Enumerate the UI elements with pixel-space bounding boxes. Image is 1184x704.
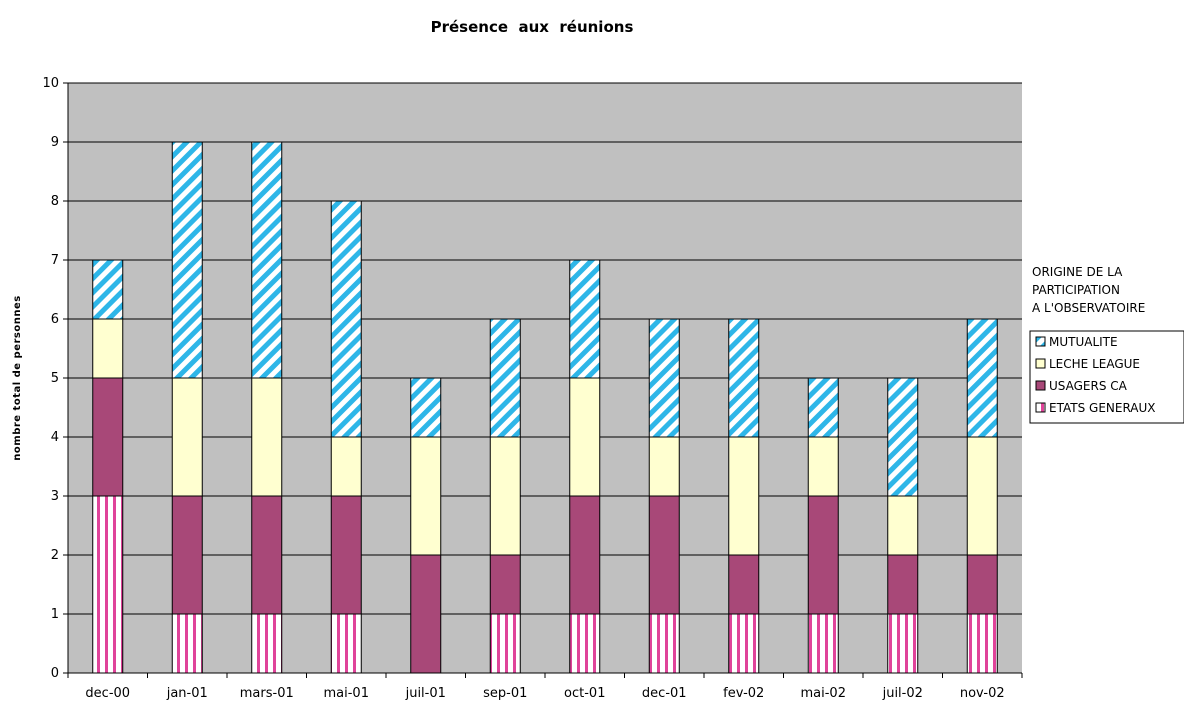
bar-segment-mutualite (569, 259, 601, 379)
bar-segment-mutualite (92, 259, 124, 320)
bar-segment-mutualite (887, 377, 919, 497)
y-tick-label: 0 (51, 666, 59, 681)
bar-segment-leche-league (489, 436, 521, 556)
bar-segment-mutualite (410, 377, 442, 438)
x-tick-label: mai-01 (324, 686, 369, 701)
y-axis: 0 1 2 3 4 5 6 7 8 9 10 (42, 76, 69, 681)
bar-segment-etats-generaux (489, 613, 521, 674)
bar-segment-etats-generaux (92, 495, 124, 674)
bar-segment-leche-league (807, 436, 839, 497)
y-tick-label: 10 (42, 76, 59, 91)
legend-title: ORIGINE DE LA PARTICIPATION A L'OBSERVATOI… (1032, 265, 1145, 315)
bar-segment-etats-generaux (966, 613, 998, 674)
legend-swatch (1035, 402, 1046, 413)
legend-swatch (1035, 336, 1046, 347)
bar-segment-usagers-ca (489, 554, 521, 615)
x-tick-label: dec-01 (642, 686, 687, 701)
y-tick-label: 6 (51, 312, 59, 327)
x-tick-label: jan-01 (166, 686, 208, 701)
x-tick-label: juil-02 (882, 686, 923, 701)
legend-swatch (1035, 380, 1046, 391)
x-tick-label: mai-02 (801, 686, 846, 701)
x-tick-label: dec-00 (85, 686, 130, 701)
bar-segment-mutualite (330, 200, 362, 438)
bar-segment-mutualite (171, 141, 203, 379)
bar-segment-usagers-ca (807, 495, 839, 615)
y-tick-label: 4 (51, 430, 59, 445)
bar-segment-etats-generaux (569, 613, 601, 674)
legend-label: MUTUALITE (1049, 335, 1118, 349)
chart-title: Présence aux réunions (431, 18, 634, 36)
bar-segment-etats-generaux (648, 613, 680, 674)
bar-segment-mutualite (966, 318, 998, 438)
y-tick-label: 1 (51, 607, 59, 622)
bar-segment-mutualite (807, 377, 839, 438)
y-axis-label: nombre total de personnes (12, 295, 23, 460)
x-tick-label: oct-01 (564, 686, 605, 701)
bar-segment-usagers-ca (410, 554, 442, 674)
x-tick-label: fev-02 (723, 686, 764, 701)
bar-segment-etats-generaux (330, 613, 362, 674)
legend-label: LECHE LEAGUE (1049, 357, 1140, 371)
bar-segment-usagers-ca (569, 495, 601, 615)
bar-segment-usagers-ca (92, 377, 124, 497)
legend-swatch (1035, 358, 1046, 369)
legend-title-line: A L'OBSERVATOIRE (1032, 301, 1145, 315)
x-tick-label: mars-01 (240, 686, 294, 701)
bar-segment-leche-league (330, 436, 362, 497)
bar-segment-mutualite (489, 318, 521, 438)
bar-segment-leche-league (728, 436, 760, 556)
x-tick-label: nov-02 (960, 686, 1005, 701)
bar-segment-etats-generaux (728, 613, 760, 674)
bar-segment-usagers-ca (887, 554, 919, 615)
bar-segment-leche-league (887, 495, 919, 556)
bar-segment-leche-league (966, 436, 998, 556)
bar-segment-etats-generaux (887, 613, 919, 674)
legend-box (1029, 330, 1184, 424)
bar-segment-usagers-ca (966, 554, 998, 615)
bar-segment-usagers-ca (728, 554, 760, 615)
x-tick-label: juil-01 (405, 686, 446, 701)
bar-segment-usagers-ca (171, 495, 203, 615)
bar-segment-mutualite (728, 318, 760, 438)
legend-label: USAGERS CA (1049, 379, 1128, 393)
y-tick-label: 2 (51, 548, 59, 563)
gridlines (68, 82, 1022, 674)
bar-segment-leche-league (171, 377, 203, 497)
bar-segment-etats-generaux (807, 613, 839, 674)
y-tick-label: 7 (51, 253, 59, 268)
bars (92, 141, 998, 674)
legend: MUTUALITE LECHE LEAGUE USAGERS CA ETATS GEN… (1029, 330, 1184, 424)
legend-label: ETATS GENERAUX (1049, 401, 1156, 415)
bar-segment-leche-league (569, 377, 601, 497)
bar-segment-usagers-ca (251, 495, 283, 615)
y-tick-label: 3 (51, 489, 59, 504)
y-tick-label: 5 (51, 371, 59, 386)
bar-segment-leche-league (648, 436, 680, 497)
bar-segment-leche-league (92, 318, 124, 379)
bar-segment-leche-league (410, 436, 442, 556)
x-axis: dec-00 jan-01 mars-01 mai-01 juil-01 sep-01 oc… (67, 672, 1023, 701)
legend-title-line: PARTICIPATION (1032, 283, 1120, 297)
x-tick-label: sep-01 (483, 686, 527, 701)
bar-segment-usagers-ca (330, 495, 362, 615)
y-tick-label: 8 (51, 194, 59, 209)
bar-segment-usagers-ca (648, 495, 680, 615)
bar-segment-etats-generaux (251, 613, 283, 674)
bar-segment-mutualite (251, 141, 283, 379)
bar-segment-etats-generaux (171, 613, 203, 674)
legend-title-line: ORIGINE DE LA (1032, 265, 1123, 279)
bar-segment-mutualite (648, 318, 680, 438)
bar-segment-leche-league (251, 377, 283, 497)
y-tick-label: 9 (51, 135, 59, 150)
